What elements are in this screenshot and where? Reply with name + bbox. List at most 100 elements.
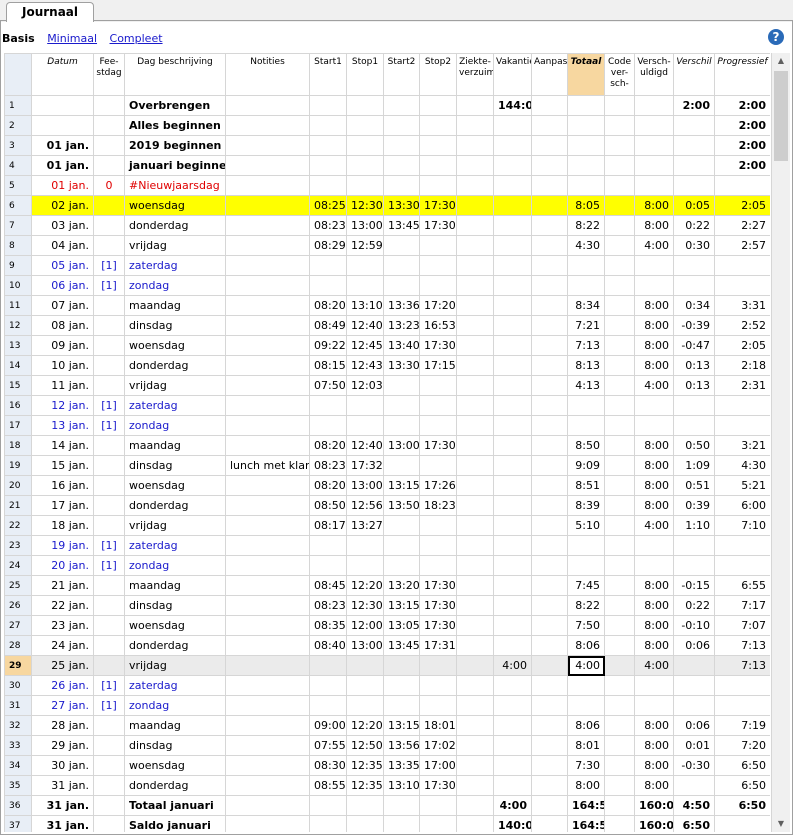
table-cell[interactable]: 7:07 [714,615,770,636]
table-cell[interactable] [93,95,125,116]
table-cell[interactable]: 144:00 [493,95,532,116]
table-cell[interactable]: -0:15 [673,575,715,596]
table-cell[interactable] [309,395,347,416]
column-header[interactable]: Stop2 [419,53,457,96]
table-cell[interactable]: 8:00 [567,775,605,796]
table-cell[interactable] [419,795,457,816]
table-cell[interactable]: 12:43 [346,355,384,376]
table-cell[interactable]: zondag [124,275,226,296]
table-cell[interactable] [225,395,310,416]
table-cell[interactable]: [1] [93,675,125,696]
column-header[interactable]: Start1 [309,53,347,96]
table-cell[interactable] [673,115,715,136]
table-row[interactable]: 22 18 jan. vrijdag 08:17 13:27 5:10 4:00 1:10 7:… [4,515,770,536]
table-cell[interactable]: 02 jan. [31,195,94,216]
table-cell[interactable] [714,695,770,716]
table-cell[interactable]: 08:23 [309,595,347,616]
table-cell[interactable] [531,495,568,516]
table-cell[interactable] [225,715,310,736]
table-cell[interactable]: 08:50 [309,495,347,516]
table-cell[interactable] [604,235,635,256]
table-cell[interactable]: 12:30 [346,195,384,216]
table-cell[interactable]: 0 [93,175,125,196]
table-cell[interactable] [531,155,568,176]
table-cell[interactable]: 17:30 [419,595,457,616]
view-compleet-link[interactable]: Compleet [109,32,163,45]
table-cell[interactable]: 13:10 [346,295,384,316]
table-cell[interactable]: 140:00 [493,815,532,832]
table-cell[interactable]: 4:00 [493,795,532,816]
table-cell[interactable]: 18:23 [419,495,457,516]
table-cell[interactable]: 12:35 [346,775,384,796]
table-cell[interactable] [531,355,568,376]
table-row[interactable]: 16 12 jan. [1] zaterdag [4,395,770,416]
table-cell[interactable]: 2:27 [714,215,770,236]
table-cell[interactable]: 6:50 [714,775,770,796]
table-cell[interactable]: 1:10 [673,515,715,536]
table-cell[interactable] [93,115,125,136]
table-cell[interactable]: 08:25 [309,195,347,216]
table-cell[interactable] [493,235,532,256]
table-row[interactable]: 29 25 jan. vrijdag 4:00 4:00 4:00 7:13 [4,655,770,676]
table-cell[interactable]: 8:22 [567,595,605,616]
table-cell[interactable] [93,135,125,156]
table-cell[interactable] [309,135,347,156]
table-cell[interactable]: 8:00 [634,615,674,636]
table-cell[interactable]: 17:30 [419,775,457,796]
table-cell[interactable] [604,535,635,556]
table-cell[interactable] [634,135,674,156]
table-cell[interactable] [673,135,715,156]
table-cell[interactable]: 7:50 [567,615,605,636]
table-cell[interactable]: maandag [124,715,226,736]
table-cell[interactable] [225,255,310,276]
table-cell[interactable]: 8:00 [634,495,674,516]
table-cell[interactable] [225,695,310,716]
table-cell[interactable] [604,355,635,376]
table-cell[interactable] [419,375,457,396]
table-cell[interactable]: 12:20 [346,715,384,736]
table-cell[interactable] [346,395,384,416]
table-cell[interactable] [346,695,384,716]
table-cell[interactable] [456,775,494,796]
table-cell[interactable] [604,155,635,176]
table-cell[interactable] [531,775,568,796]
table-cell[interactable] [567,535,605,556]
table-cell[interactable] [456,235,494,256]
table-cell[interactable]: 13:15 [383,595,420,616]
row-number[interactable]: 9 [4,255,32,276]
table-cell[interactable] [531,415,568,436]
table-cell[interactable] [604,795,635,816]
table-cell[interactable] [493,355,532,376]
table-row[interactable]: 8 04 jan. vrijdag 08:29 12:59 4:30 4:00 0:30 2:5… [4,235,770,256]
row-number[interactable]: 11 [4,295,32,316]
table-cell[interactable] [673,775,715,796]
table-cell[interactable] [604,755,635,776]
table-cell[interactable]: 09:22 [309,335,347,356]
table-cell[interactable]: 08:45 [309,575,347,596]
table-cell[interactable] [309,815,347,832]
table-cell[interactable]: 13:56 [383,735,420,756]
table-cell[interactable] [93,435,125,456]
table-cell[interactable] [383,395,420,416]
table-cell[interactable] [346,275,384,296]
table-cell[interactable] [456,515,494,536]
table-cell[interactable] [531,455,568,476]
table-cell[interactable] [673,675,715,696]
table-cell[interactable] [419,555,457,576]
table-cell[interactable]: 8:00 [634,195,674,216]
table-cell[interactable]: 08:15 [309,355,347,376]
table-cell[interactable]: 01 jan. [31,135,94,156]
table-cell[interactable]: 13:00 [346,215,384,236]
table-cell[interactable]: 2:00 [714,155,770,176]
table-cell[interactable]: 4:00 [634,235,674,256]
table-cell[interactable]: 08 jan. [31,315,94,336]
table-cell[interactable] [225,655,310,676]
table-cell[interactable] [531,755,568,776]
table-cell[interactable] [419,95,457,116]
column-header[interactable]: Vakantie [493,53,532,96]
table-cell[interactable] [383,655,420,676]
table-cell[interactable] [567,95,605,116]
table-row[interactable]: 9 05 jan. [1] zaterdag [4,255,770,276]
table-cell[interactable] [714,275,770,296]
